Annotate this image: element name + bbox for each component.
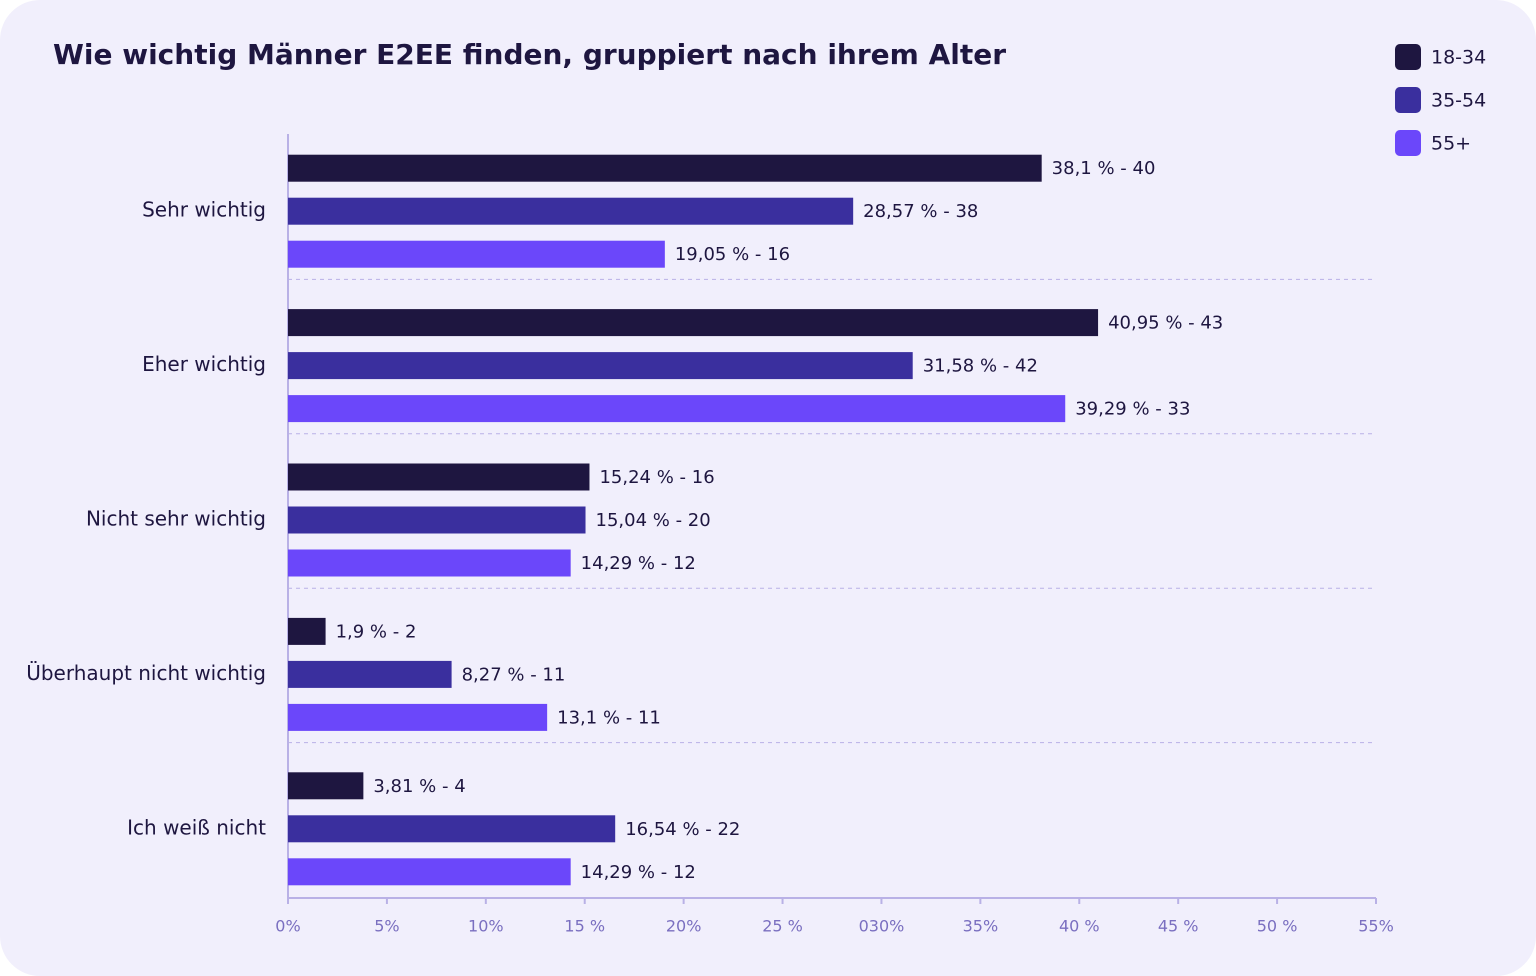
x-tick-label: 50 % — [1257, 917, 1298, 936]
bar — [288, 197, 854, 225]
bar — [288, 154, 1042, 182]
x-tick-label: 35% — [963, 917, 999, 936]
data-label: 38,1 % - 40 — [1052, 158, 1156, 179]
bar — [288, 240, 665, 268]
y-tick-label: Sehr wichtig — [142, 198, 266, 222]
x-tick-label: 0% — [275, 917, 300, 936]
data-label: 40,95 % - 43 — [1108, 313, 1223, 334]
data-label: 14,29 % - 12 — [581, 862, 696, 883]
data-label: 15,04 % - 20 — [596, 510, 711, 531]
legend-swatch — [1395, 87, 1421, 113]
data-label: 16,54 % - 22 — [625, 819, 740, 840]
legend-swatch — [1395, 44, 1421, 70]
x-tick-label: 25 % — [762, 917, 803, 936]
x-tick-label: 15 % — [564, 917, 605, 936]
bar — [288, 617, 326, 645]
x-tick-label: 030% — [859, 917, 905, 936]
data-label: 1,9 % - 2 — [336, 621, 417, 642]
data-label: 3,81 % - 4 — [373, 776, 465, 797]
data-label: 13,1 % - 11 — [557, 707, 661, 728]
bar — [288, 463, 590, 491]
y-tick-label: Nicht sehr wichtig — [86, 507, 266, 531]
data-label: 14,29 % - 12 — [581, 553, 696, 574]
bar — [288, 703, 548, 731]
bar — [288, 352, 913, 380]
data-label: 19,05 % - 16 — [675, 244, 790, 265]
data-label: 8,27 % - 11 — [462, 664, 566, 685]
legend-label: 18-34 — [1431, 47, 1486, 69]
data-label: 39,29 % - 33 — [1075, 399, 1190, 420]
x-tick-label: 45 % — [1158, 917, 1199, 936]
x-tick-label: 40 % — [1059, 917, 1100, 936]
y-tick-label: Überhaupt nicht wichtig — [26, 661, 266, 685]
y-tick-label: Eher wichtig — [142, 352, 266, 376]
bar — [288, 395, 1066, 423]
x-tick-label: 5% — [374, 917, 399, 936]
x-tick-label: 10% — [468, 917, 504, 936]
y-tick-label: Ich weiß nicht — [127, 815, 266, 839]
bar — [288, 506, 586, 534]
data-label: 31,58 % - 42 — [923, 356, 1038, 377]
legend-label: 35-54 — [1431, 90, 1486, 112]
bar — [288, 858, 571, 886]
bar — [288, 772, 364, 800]
data-label: 28,57 % - 38 — [863, 201, 978, 222]
data-label: 15,24 % - 16 — [599, 467, 714, 488]
x-tick-label: 55% — [1358, 917, 1394, 936]
bar — [288, 549, 571, 577]
bar — [288, 660, 452, 688]
chart-title: Wie wichtig Männer E2EE finden, gruppier… — [53, 38, 1006, 71]
legend-swatch — [1395, 130, 1421, 156]
legend-label: 55+ — [1431, 133, 1471, 155]
x-tick-label: 20% — [666, 917, 702, 936]
bar — [288, 815, 616, 843]
bar — [288, 309, 1099, 337]
